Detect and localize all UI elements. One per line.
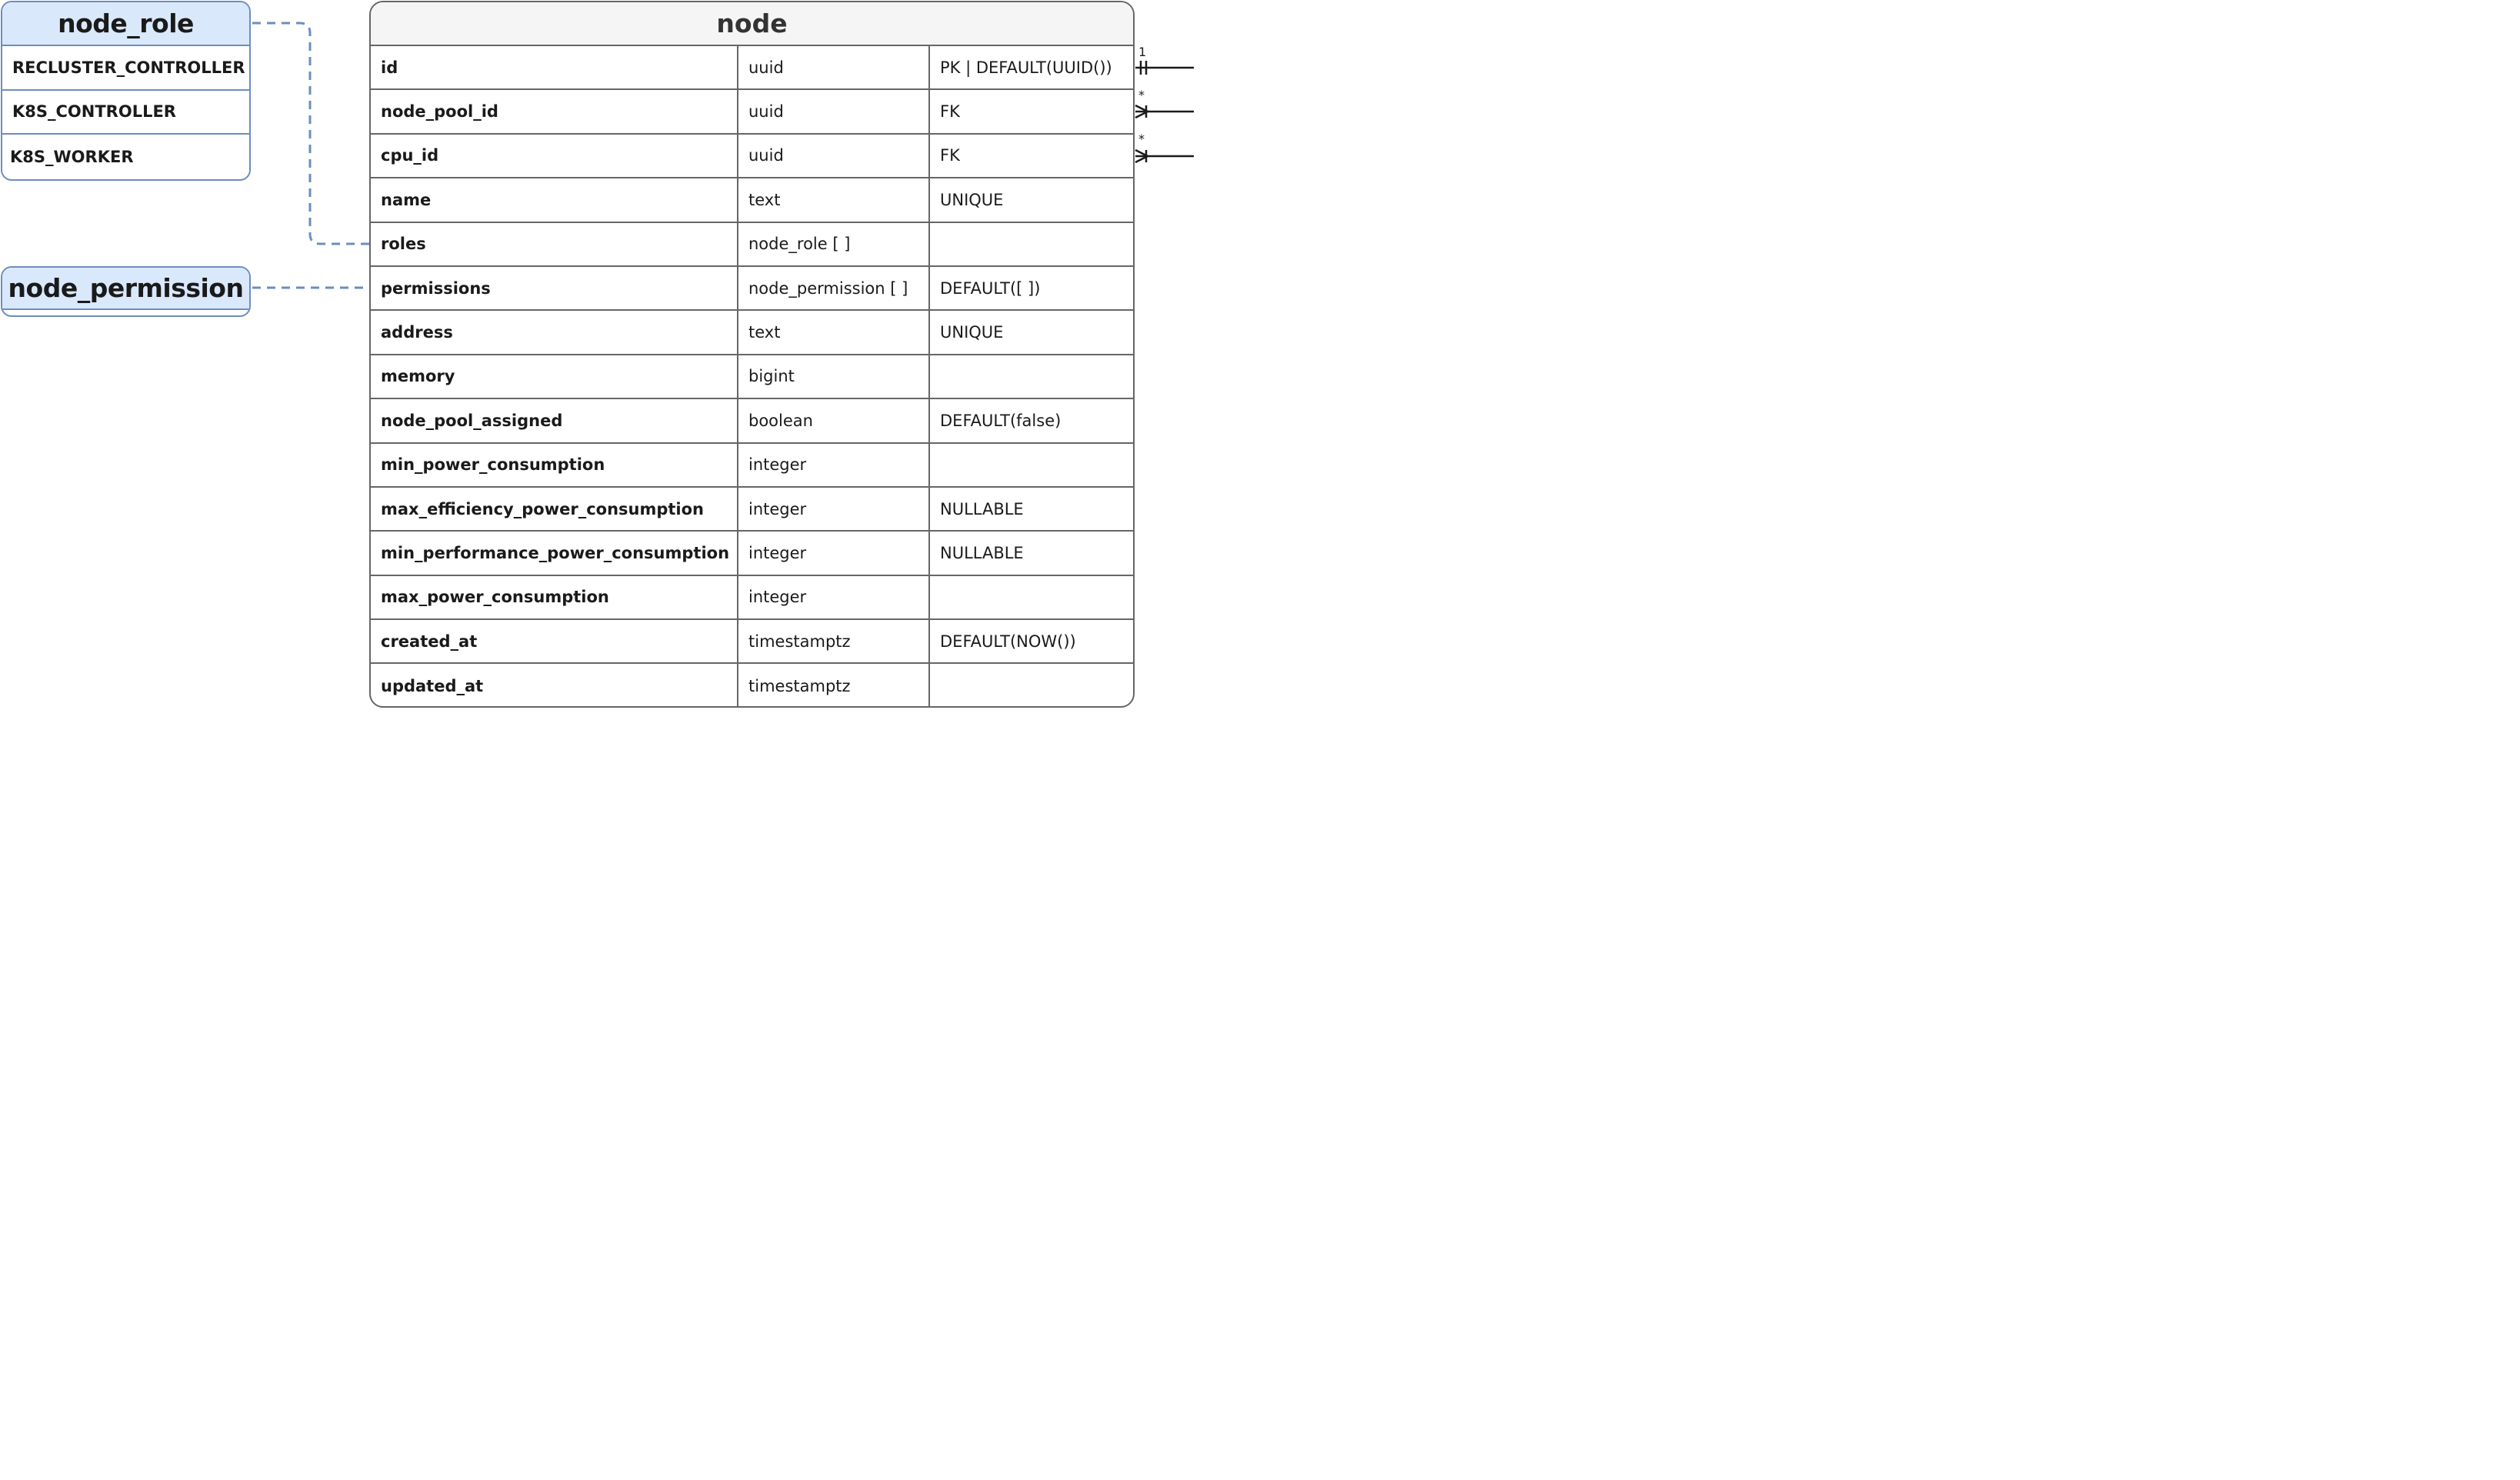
column-type: timestamptz: [738, 664, 930, 706]
column-constraints: [930, 576, 1133, 618]
table-row: address text UNIQUE: [371, 311, 1133, 355]
relation-one-id: [1135, 61, 1194, 75]
table-row: name text UNIQUE: [371, 178, 1133, 223]
column-name: permissions: [371, 266, 738, 310]
column-type: integer: [738, 532, 930, 575]
table-rows: id uuid PK | DEFAULT(UUID()) node_pool_id uu…: [371, 46, 1133, 706]
column-constraints: FK: [940, 146, 960, 165]
table-row: max_power_consumption integer: [371, 575, 1133, 621]
table-row: min_power_consumption integer: [371, 443, 1133, 488]
column-type: uuid: [738, 90, 930, 133]
column-name: min_performance_power_consumption: [371, 532, 738, 575]
cardinality-label-cpu-id: *: [1138, 132, 1145, 146]
cardinality-label-id: 1: [1138, 45, 1147, 59]
column-type: text: [738, 178, 930, 222]
column-type: text: [738, 311, 930, 354]
column-constraints: [930, 223, 1133, 265]
column-name: id: [371, 46, 738, 89]
er-diagram: node_role RECLUSTER_CONTROLLER K8S_CONTR…: [0, 0, 1194, 709]
column-type: boolean: [738, 399, 930, 442]
column-constraints: NULLABLE: [940, 499, 1024, 518]
table-row: created_at timestamptz DEFAULT(NOW()): [371, 620, 1133, 665]
column-name: max_efficiency_power_consumption: [371, 487, 738, 531]
column-constraints: PK | DEFAULT(UUID()): [940, 58, 1112, 77]
column-constraints: NULLABLE: [940, 543, 1024, 562]
column-name: created_at: [371, 620, 738, 663]
enum-node-permission: node_permission: [1, 266, 251, 317]
column-name: node_pool_id: [371, 90, 738, 133]
column-type: integer: [738, 575, 930, 619]
table-row: id uuid PK | DEFAULT(UUID()): [371, 46, 1133, 91]
table-row: cpu_id uuid FK: [371, 134, 1133, 179]
enum-value: RECLUSTER_CONTROLLER: [2, 46, 249, 91]
column-constraints: FK: [940, 102, 960, 122]
column-name: name: [371, 178, 738, 222]
table-row: updated_at timestamptz: [371, 664, 1133, 706]
relation-many-cpu-id: [1135, 148, 1194, 164]
enum-title: node_permission: [2, 268, 249, 310]
table-row: permissions node_permission [ ] DEFAULT([ …: [371, 266, 1133, 312]
column-type: uuid: [738, 134, 930, 178]
enum-node-role: node_role RECLUSTER_CONTROLLER K8S_CONTR…: [1, 1, 251, 181]
dashed-connector-roles: [252, 22, 369, 245]
column-name: max_power_consumption: [371, 575, 738, 619]
table-row: max_efficiency_power_consumption integer N…: [371, 487, 1133, 532]
cardinality-label-node-pool-id: *: [1138, 88, 1145, 102]
column-constraints: [930, 444, 1133, 486]
column-type: timestamptz: [738, 620, 930, 663]
column-constraints: [930, 664, 1133, 706]
table-row: roles node_role [ ]: [371, 222, 1133, 267]
table-title: node: [371, 2, 1133, 46]
relation-many-node-pool-id: [1135, 104, 1194, 119]
column-name: memory: [371, 355, 738, 398]
column-name: address: [371, 311, 738, 354]
column-constraints: DEFAULT(false): [940, 411, 1062, 430]
column-type: node_permission [ ]: [738, 266, 930, 310]
column-constraints: [930, 355, 1133, 398]
table-row: min_performance_power_consumption integer…: [371, 532, 1133, 576]
column-type: integer: [738, 443, 930, 486]
column-type: integer: [738, 487, 930, 531]
column-name: roles: [371, 222, 738, 265]
column-type: bigint: [738, 355, 930, 398]
table-row: memory bigint: [371, 355, 1133, 400]
column-name: cpu_id: [371, 134, 738, 178]
table-row: node_pool_id uuid FK: [371, 90, 1133, 135]
enum-value: K8S_WORKER: [10, 147, 134, 166]
column-name: min_power_consumption: [371, 443, 738, 486]
enum-value: K8S_CONTROLLER: [2, 91, 249, 135]
column-constraints: DEFAULT([ ]): [940, 278, 1041, 298]
column-name: updated_at: [371, 664, 738, 706]
column-constraints: DEFAULT(NOW()): [940, 632, 1076, 651]
column-type: uuid: [738, 46, 930, 89]
column-constraints: UNIQUE: [940, 323, 1004, 342]
column-type: node_role [ ]: [738, 222, 930, 265]
column-name: node_pool_assigned: [371, 399, 738, 442]
table-row: node_pool_assigned boolean DEFAULT(false): [371, 399, 1133, 444]
column-constraints: UNIQUE: [940, 190, 1004, 209]
enum-title: node_role: [2, 2, 249, 46]
table-node: node id uuid PK | DEFAULT(UUID()) node_pool…: [369, 1, 1135, 708]
